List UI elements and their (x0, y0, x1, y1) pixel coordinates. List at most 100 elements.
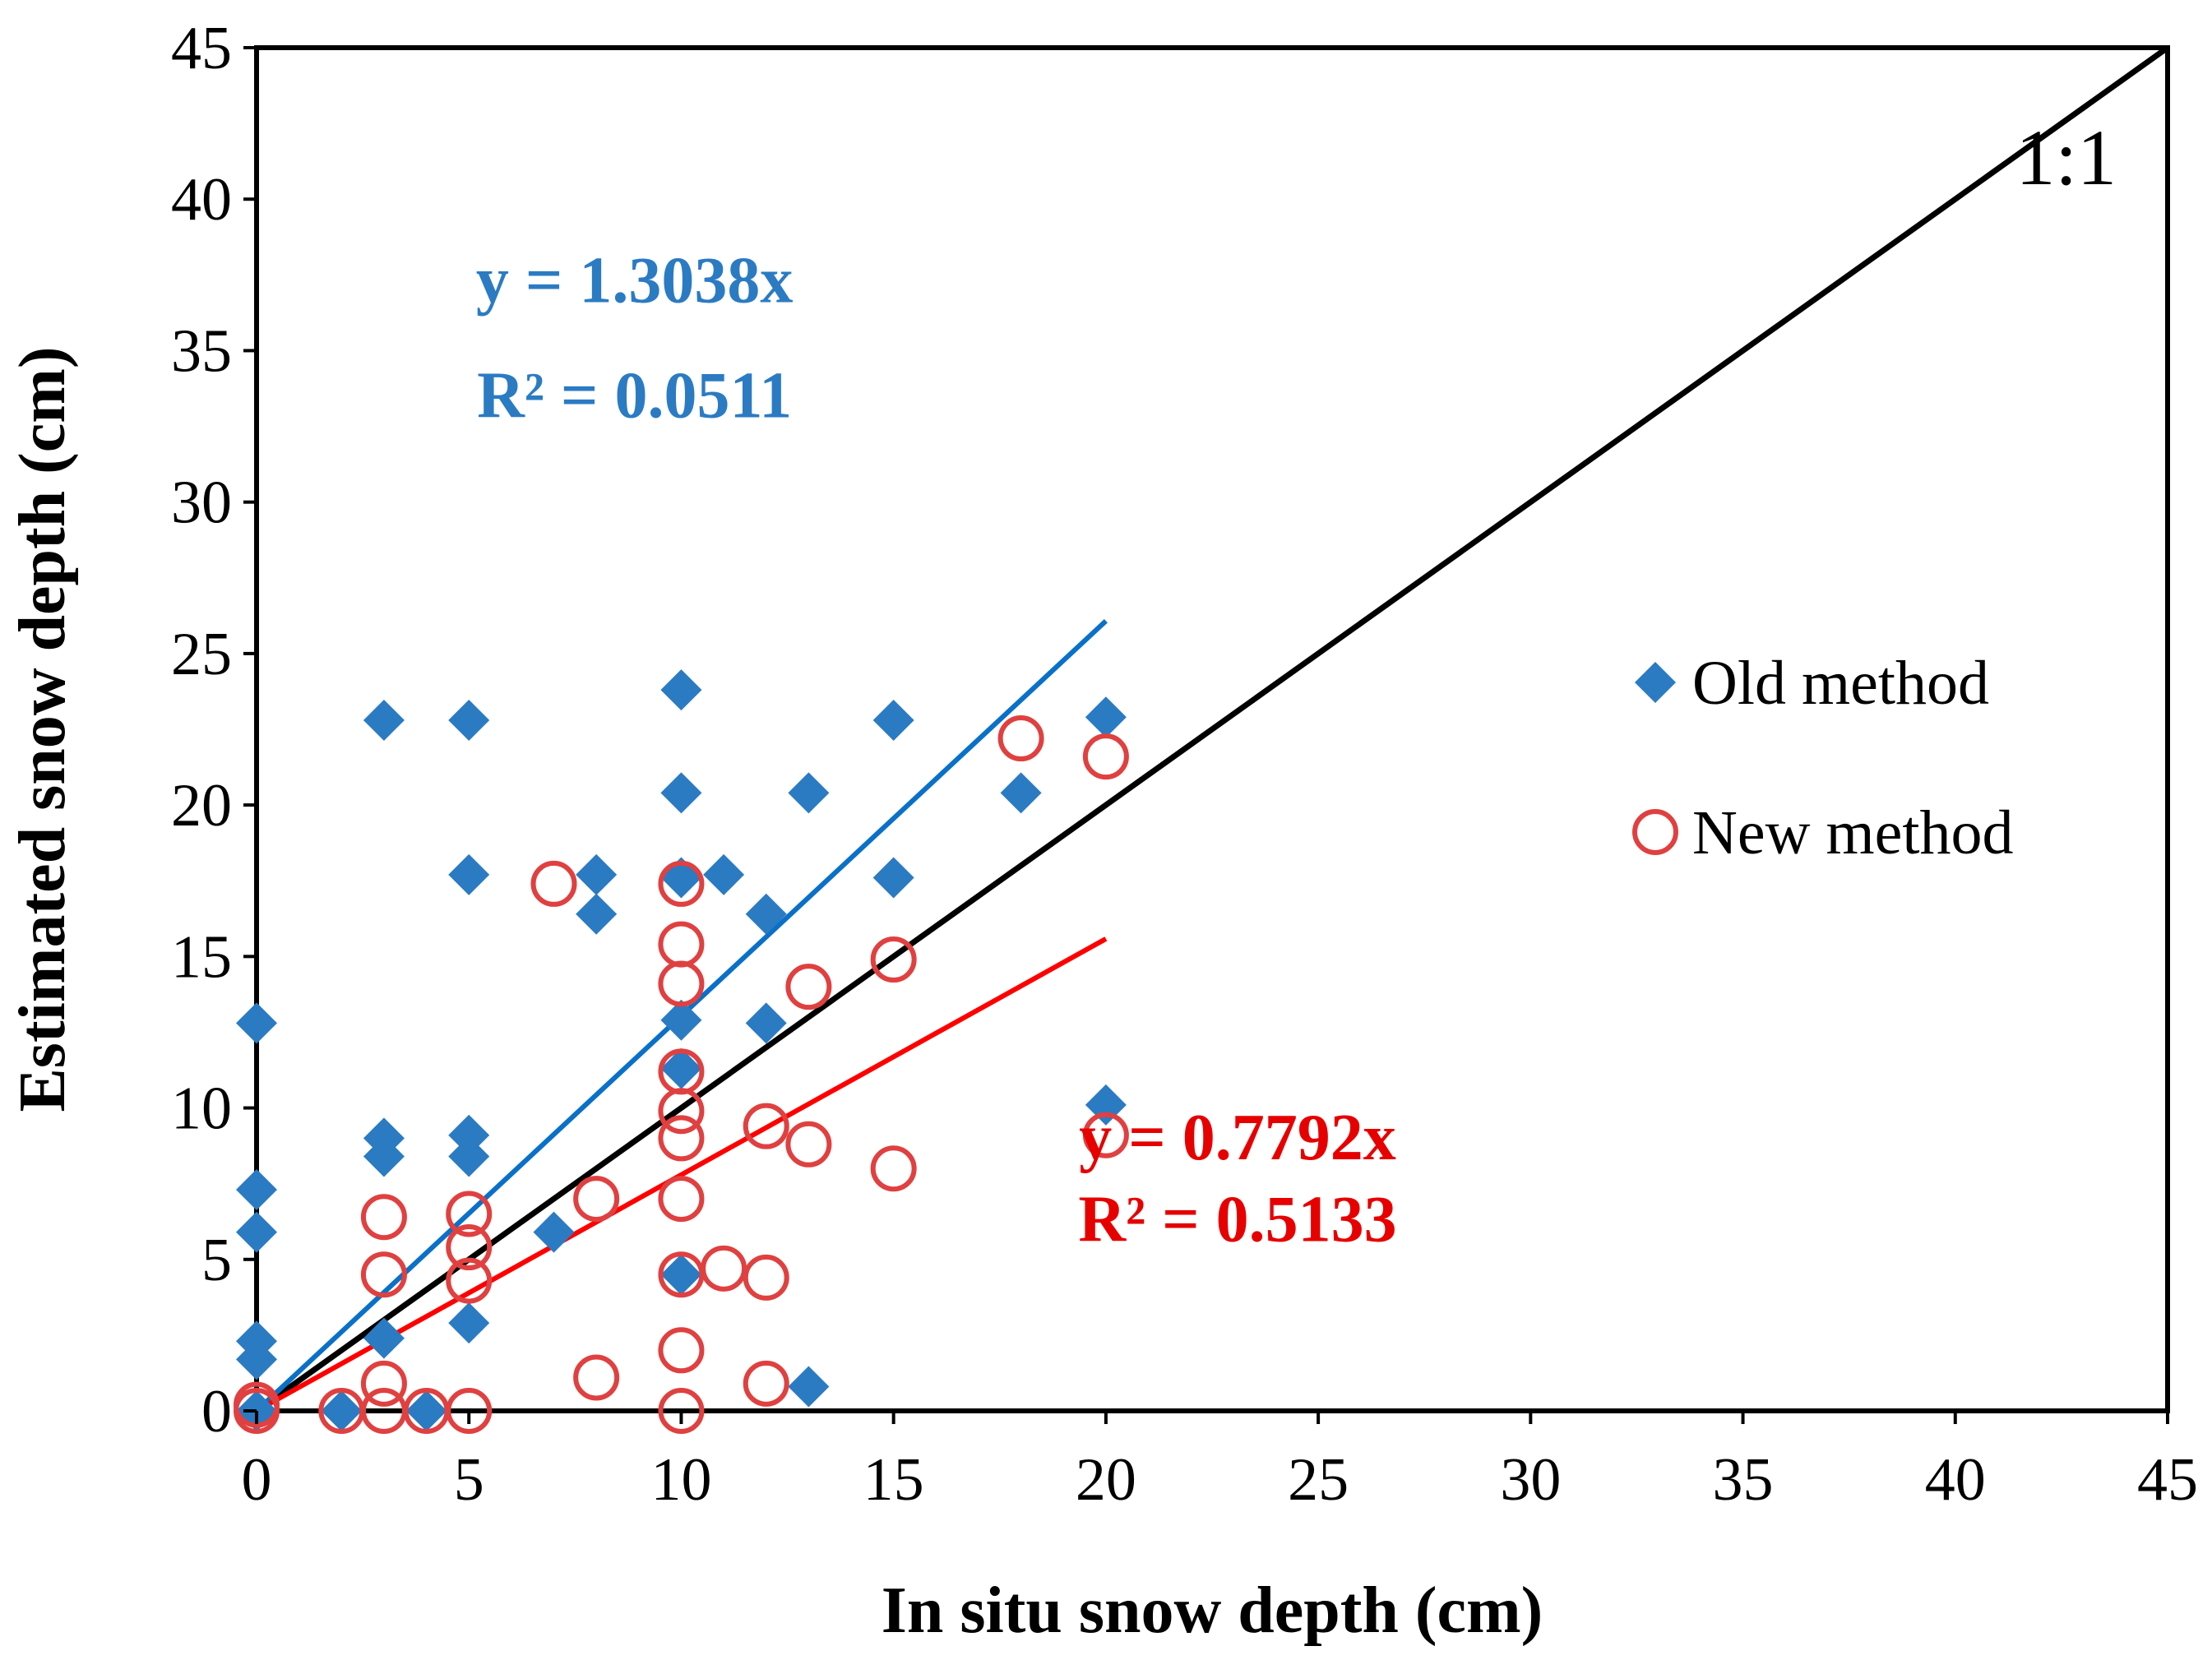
legend-new-method-circle (1632, 809, 1678, 855)
old-method-point (872, 699, 914, 741)
old-method-point (448, 1302, 490, 1344)
new-method-point (658, 860, 705, 907)
new-method-trendline-r2: R² = 0.5133 (1078, 1184, 1396, 1256)
new-method-point (446, 1257, 493, 1304)
new-method-point (743, 1360, 789, 1407)
old-method-point (788, 772, 830, 814)
old-method-point (405, 1390, 447, 1431)
y-axis: 0 5 10 15 20 25 30 35 40 45 (171, 15, 257, 1445)
y-tick-label: 20 (171, 772, 232, 839)
x-tick-label: 5 (454, 1446, 484, 1514)
new-method-point (360, 1360, 407, 1407)
y-tick-label: 15 (171, 923, 232, 991)
old-method-point (660, 669, 702, 711)
new-method-point (785, 964, 832, 1010)
legend-old-method-marker (1635, 662, 1676, 703)
x-tick-label: 0 (242, 1446, 272, 1514)
old-method-point (745, 1002, 787, 1044)
old-method-point (448, 1114, 490, 1156)
old-method-point (363, 1317, 405, 1359)
legend-old-method-diamond (1635, 662, 1676, 703)
new-method-point (658, 1115, 705, 1162)
new-method-point (743, 1103, 789, 1149)
y-tick-label: 10 (171, 1075, 232, 1143)
new-method-point (1082, 1112, 1129, 1158)
old-method-point (236, 1211, 277, 1253)
new-method-point (234, 1388, 280, 1434)
old-method-point (872, 857, 914, 899)
legend-new-method-label: New method (1692, 798, 2013, 867)
x-tick-label: 10 (650, 1446, 711, 1514)
old-method-point (660, 772, 702, 814)
new-method-point (997, 715, 1044, 762)
old-method-point (448, 1135, 490, 1177)
x-tick-label: 45 (2137, 1446, 2198, 1514)
legend-new-method-marker (1632, 809, 1678, 855)
new-method-point (573, 1354, 620, 1401)
old-method-point (1000, 772, 1042, 814)
old-method-point (363, 1135, 405, 1177)
old-method-trendline-r2: R² = 0.0511 (477, 360, 792, 432)
plot-area (234, 45, 2170, 1434)
new-method-point (870, 936, 917, 983)
new-method-point (785, 1121, 832, 1168)
new-method-point (658, 960, 705, 1007)
new-method-point (658, 1327, 705, 1374)
old-method-point (788, 1366, 830, 1408)
y-tick-label: 45 (171, 15, 232, 82)
old-method-point (576, 893, 618, 935)
one-to-one-line-label: 1:1 (2015, 113, 2117, 201)
new-method-points (234, 715, 1129, 1434)
x-tick-label: 20 (1076, 1446, 1136, 1514)
x-tick-label: 40 (1925, 1446, 1986, 1514)
new-method-point (1082, 733, 1129, 780)
new-method-point (360, 1251, 407, 1298)
old-method-point (236, 1002, 277, 1044)
new-method-trendline-equation: y = 0.7792x (1079, 1102, 1396, 1174)
y-tick-label: 40 (171, 166, 232, 234)
old-method-point (236, 1339, 277, 1380)
x-axis-title: In situ snow depth (cm) (882, 1574, 1543, 1647)
old-method-point (703, 853, 745, 895)
old-method-point (533, 1211, 575, 1253)
new-method-point (658, 1388, 705, 1434)
new-method-point (446, 1224, 493, 1271)
old-method-point (448, 699, 490, 741)
new-method-point (446, 1388, 493, 1434)
new-method-point (446, 1191, 493, 1237)
x-tick-label: 30 (1500, 1446, 1561, 1514)
old-method-point (745, 893, 787, 935)
x-axis: 0 5 10 15 20 25 30 35 40 45 (242, 1411, 2198, 1514)
old-method-point (576, 853, 618, 895)
x-tick-label: 15 (863, 1446, 924, 1514)
x-tick-label: 35 (1713, 1446, 1774, 1514)
y-tick-label: 25 (171, 621, 232, 688)
old-method-point (448, 853, 490, 895)
old-method-point (660, 1047, 702, 1089)
old-method-point (236, 1169, 277, 1211)
y-tick-label: 0 (201, 1378, 232, 1445)
y-axis-title: Estimated snow depth (cm) (7, 346, 79, 1112)
legend: Old method New method (1632, 649, 2013, 867)
old-method-point (660, 1254, 702, 1296)
old-method-point (321, 1390, 363, 1431)
new-method-point (573, 1176, 620, 1223)
legend-old-method-label: Old method (1692, 649, 1989, 718)
x-tick-label: 25 (1288, 1446, 1349, 1514)
old-method-point (1085, 696, 1127, 738)
y-tick-label: 35 (171, 317, 232, 385)
new-method-point (743, 1254, 789, 1301)
new-method-point (658, 1088, 705, 1135)
new-method-point (530, 860, 577, 907)
old-method-points (236, 669, 1127, 1431)
y-tick-label: 5 (201, 1227, 232, 1294)
new-method-point (701, 1245, 747, 1292)
new-method-point (360, 1194, 407, 1241)
new-method-point (658, 1176, 705, 1223)
new-method-point (870, 1145, 917, 1192)
y-tick-label: 30 (171, 469, 232, 537)
old-method-trendline-equation: y = 1.3038x (476, 244, 794, 317)
one-to-one-line (254, 45, 2170, 1413)
old-method-point (660, 999, 702, 1041)
